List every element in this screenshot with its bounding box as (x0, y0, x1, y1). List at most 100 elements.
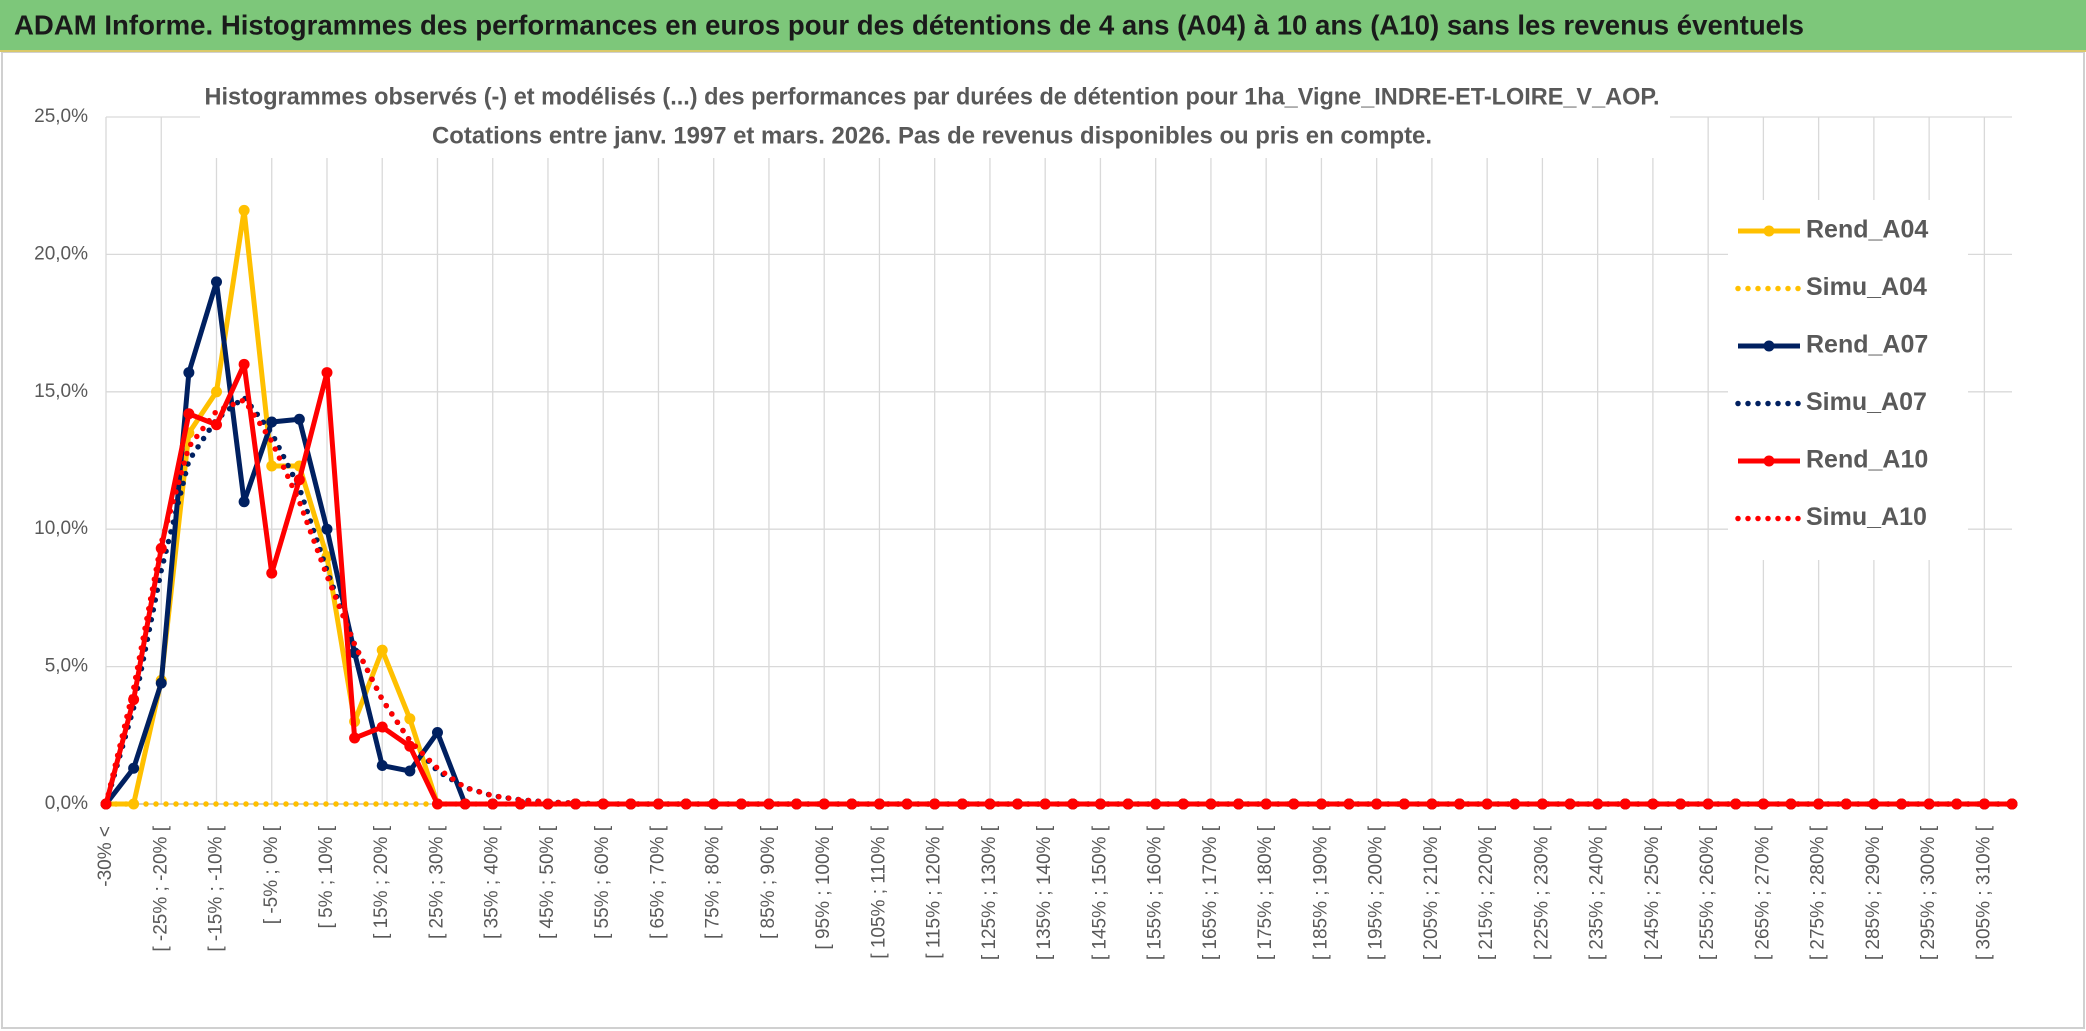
legend-marker (1763, 340, 1775, 352)
legend-marker (1763, 225, 1775, 237)
x-tick-label: [ 245% ; 250% [ (1642, 825, 1663, 960)
data-point (708, 798, 720, 810)
data-point (818, 798, 830, 810)
x-tick-label: [ 175% ; 180% [ (1255, 825, 1276, 960)
data-point (404, 765, 416, 777)
x-tick-label: [ 155% ; 160% [ (1145, 825, 1166, 960)
data-point (210, 276, 222, 288)
y-tick-label: 5,0% (45, 656, 88, 677)
data-point (1177, 798, 1189, 810)
data-point (238, 204, 250, 216)
x-tick-label: [ 215% ; 220% [ (1476, 825, 1497, 960)
chart-title: ADAM Informe. Histogrammes des performan… (14, 9, 1804, 40)
data-point (1619, 798, 1631, 810)
x-tick-label: [ 125% ; 130% [ (979, 825, 1000, 960)
x-tick-label: [ 105% ; 110% [ (868, 825, 889, 958)
y-tick-label: 15,0% (34, 381, 88, 402)
x-tick-label: [ 75% ; 80% [ (703, 825, 724, 939)
x-tick-label: [ 235% ; 240% [ (1587, 825, 1608, 960)
data-point (376, 644, 388, 656)
x-tick-label: [ 95% ; 100% [ (813, 825, 834, 949)
x-tick-label: [ 285% ; 290% [ (1863, 825, 1884, 960)
x-tick-label: [ 265% ; 270% [ (1752, 825, 1773, 960)
data-point (266, 567, 278, 579)
x-tick-label: [ 65% ; 70% [ (647, 825, 668, 939)
data-point (431, 727, 443, 739)
data-point (846, 798, 858, 810)
data-point (155, 677, 167, 689)
x-tick-label: -30% < (95, 826, 116, 887)
legend-label: Rend_A10 (1806, 446, 1928, 474)
x-tick-label: [ 85% ; 90% [ (758, 825, 779, 939)
data-point (293, 474, 305, 486)
x-tick-label: [ 35% ; 40% [ (482, 825, 503, 939)
x-tick-label: [ 15% ; 20% [ (371, 825, 392, 939)
x-tick-label: [ 195% ; 200% [ (1366, 825, 1387, 960)
x-tick-label: [ 145% ; 150% [ (1089, 825, 1110, 960)
x-tick-label: [ 255% ; 260% [ (1697, 825, 1718, 960)
data-point (735, 798, 747, 810)
data-point (1150, 798, 1162, 810)
x-tick-label: [ -25% ; -20% [ (150, 825, 171, 951)
data-point (1757, 798, 1769, 810)
legend-label: Simu_A04 (1806, 273, 1927, 301)
data-point (459, 798, 471, 810)
data-point (238, 496, 250, 508)
x-tick-label: [ 55% ; 60% [ (592, 825, 613, 939)
data-point (2006, 798, 2018, 810)
data-point (321, 367, 333, 379)
legend: Rend_A04 Simu_A04 Rend_A07 Simu_A07 Rend_A10… (1728, 200, 1968, 560)
series-line (103, 397, 2015, 807)
subtitle-background (200, 78, 1670, 158)
data-point (266, 460, 278, 472)
data-point (1509, 798, 1521, 810)
x-tick-label: [ 205% ; 210% [ (1421, 825, 1442, 960)
y-tick-label: 0,0% (45, 793, 88, 814)
data-point (487, 798, 499, 810)
data-point (404, 713, 416, 725)
data-point (1647, 798, 1659, 810)
data-point (210, 419, 222, 431)
chart-subtitle: Cotations entre janv. 1997 et mars. 2026… (432, 122, 1432, 149)
legend-label: Simu_A07 (1806, 388, 1927, 416)
data-point (1730, 798, 1742, 810)
data-point (1426, 798, 1438, 810)
data-point (238, 358, 250, 370)
data-point (1536, 798, 1548, 810)
data-point (956, 798, 968, 810)
data-point (404, 740, 416, 752)
x-tick-label: [ 295% ; 300% [ (1918, 825, 1939, 960)
data-point (431, 798, 443, 810)
y-tick-label: 20,0% (34, 243, 88, 264)
legend-background (1728, 200, 1968, 560)
x-tick-label: [ -5% ; 0% [ (261, 825, 282, 924)
data-point (210, 386, 222, 398)
data-point (183, 408, 195, 420)
x-tick-label: [ 165% ; 170% [ (1200, 825, 1221, 960)
x-tick-label: [ 275% ; 280% [ (1808, 825, 1829, 960)
x-tick-label: [ 135% ; 140% [ (1034, 825, 1055, 960)
data-point (1315, 798, 1327, 810)
data-point (1896, 798, 1908, 810)
legend-label: Rend_A07 (1806, 331, 1928, 359)
data-point (597, 798, 609, 810)
x-tick-label: [ -15% ; -10% [ (206, 825, 227, 951)
y-tick-label: 25,0% (34, 106, 88, 127)
data-point (183, 367, 195, 379)
data-point (1398, 798, 1410, 810)
data-point (128, 762, 140, 774)
data-point (1067, 798, 1079, 810)
legend-label: Simu_A10 (1806, 503, 1927, 531)
data-point (293, 413, 305, 425)
title-bar (0, 0, 2086, 50)
x-tick-label: [ 115% ; 120% [ (924, 825, 945, 958)
data-point (929, 798, 941, 810)
x-tick-label: [ 25% ; 30% [ (426, 825, 447, 939)
x-tick-label: [ 5% ; 10% [ (316, 825, 337, 928)
x-tick-label: [ 185% ; 190% [ (1310, 825, 1331, 960)
x-tick-label: [ 225% ; 230% [ (1531, 825, 1552, 960)
legend-label: Rend_A04 (1806, 216, 1928, 244)
y-tick-label: 10,0% (34, 518, 88, 539)
data-point (349, 732, 361, 744)
